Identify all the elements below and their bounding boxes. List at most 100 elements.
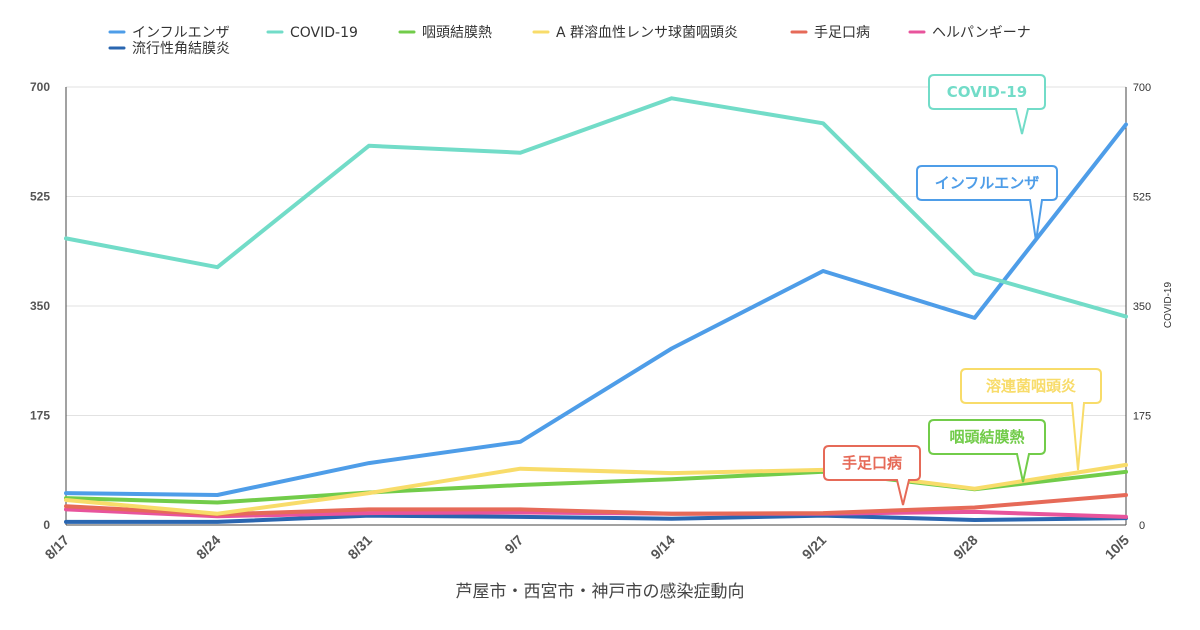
y-tick-label: 700 [30,80,50,94]
data-point [64,236,68,241]
y-right-tick-label: 700 [1133,82,1151,94]
data-point [215,500,220,505]
y-axis-ticks: 0 175 350 525 700 [30,80,50,532]
data-point [518,483,522,487]
legend-item[interactable]: A 群溶血性レンサ球菌咽頭炎 [532,25,738,41]
x-tick-label: 8/31 [344,532,375,563]
data-point [670,471,674,475]
x-tick-label: 8/17 [42,532,73,563]
data-point [518,507,522,511]
callout-label: 手足口病 [842,454,902,472]
legend-item[interactable]: 咽頭結膜熱 [398,25,492,41]
data-point [367,507,371,511]
legend-label: インフルエンザ [132,25,230,41]
x-tick-label: 9/14 [647,532,678,563]
data-point [670,477,674,481]
legend-label: ヘルパンギーナ [932,25,1031,41]
data-point [972,271,977,276]
data-point [64,507,68,511]
data-point [215,493,220,497]
axes [65,87,1127,526]
data-point [972,505,977,510]
x-tick-label: 9/7 [501,532,526,557]
grid-lines [66,86,1126,526]
callout-bubble [928,419,1046,483]
legend-label: A 群溶血性レンサ球菌咽頭炎 [556,25,738,41]
callout-bubble [960,368,1102,471]
data-point [821,121,825,125]
x-axis-label: 芦屋市・西宮市・神戸市の感染症動向 [456,582,745,602]
callout-label: インフルエンザ [935,174,1040,192]
data-point [215,520,220,524]
callout-label: 咽頭結膜熱 [949,428,1024,446]
x-tick-label: 9/28 [950,532,981,563]
callout: COVID-19 [928,74,1046,135]
series-lines [64,96,1128,524]
legend-item[interactable]: 手足口病 [790,25,870,41]
data-point [518,510,522,515]
series-line [64,122,1128,497]
legend-item[interactable]: インフルエンザ [108,25,230,41]
data-point [1124,122,1128,127]
y-tick-label: 0 [43,518,50,532]
legend-label: 手足口病 [814,25,870,41]
callout: 咽頭結膜熱 [928,419,1046,483]
legend-label: COVID-19 [290,25,358,41]
legend-item[interactable]: COVID-19 [266,25,358,41]
data-point [367,511,371,515]
y-axis-right-ticks: 0 175 350 525 700 [1133,82,1151,532]
data-point [367,491,371,495]
callout-label: COVID-19 [947,83,1027,101]
data-point [64,491,68,495]
data-point [670,96,674,100]
data-point [64,520,68,524]
callout: 溶連菌咽頭炎 [960,368,1102,471]
legend-item[interactable]: 流行性角結膜炎 [108,41,230,57]
x-tick-label: 9/21 [799,532,830,563]
y-axis-right-label: COVID-19 [1163,282,1174,329]
legend-item[interactable]: ヘルパンギーナ [908,25,1031,41]
data-point [64,504,68,508]
data-point [518,467,522,471]
y-right-tick-label: 175 [1133,411,1151,423]
data-point [821,511,825,515]
data-point [367,144,371,148]
data-point [367,461,371,465]
y-tick-label: 175 [30,409,50,423]
series-line [64,96,1128,319]
callout-bubble [823,445,921,506]
data-point [1124,515,1128,519]
data-point [1124,315,1128,319]
y-tick-label: 525 [30,190,50,204]
data-point [972,316,977,320]
series-line [64,462,1128,516]
callout-label: 溶連菌咽頭炎 [986,377,1076,395]
legend-label: 流行性角結膜炎 [132,41,230,57]
callout: インフルエンザ [916,165,1058,242]
data-point [821,269,825,273]
series-line [64,493,1128,517]
data-point [1124,470,1128,474]
data-point [215,265,220,269]
y-right-tick-label: 350 [1133,301,1151,313]
data-point [670,512,674,516]
data-point [670,346,674,351]
data-point [1124,493,1128,497]
data-point [518,151,522,155]
x-tick-label: 10/5 [1102,532,1133,563]
y-right-tick-label: 0 [1139,520,1145,532]
data-point [972,518,977,522]
data-point [215,512,220,516]
x-axis-ticks: 8/17 8/24 8/31 9/7 9/14 9/21 9/28 10/5 [42,532,1133,563]
legend: インフルエンザ COVID-19 咽頭結膜熱 A 群溶血性レンサ球菌咽頭炎 手足口病 ヘル… [108,25,1031,57]
series-line [64,513,1128,524]
callout-bubble [928,74,1046,135]
data-point [972,510,977,514]
data-point [670,517,674,521]
callout: 手足口病 [823,445,921,506]
y-tick-label: 350 [30,299,50,313]
callout-bubble [916,165,1058,242]
